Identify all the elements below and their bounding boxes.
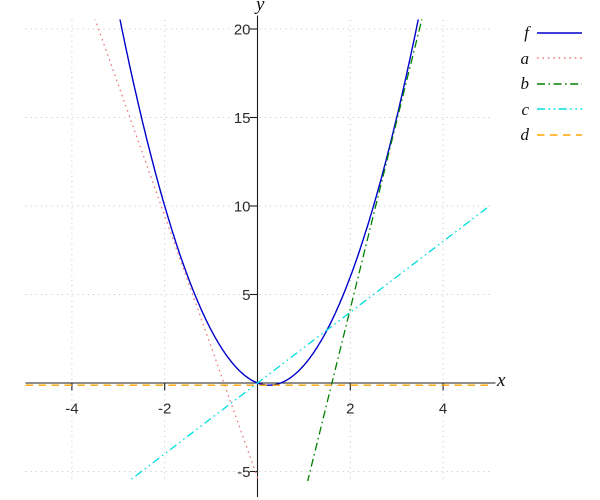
y-tick-label-20: 20 — [234, 22, 251, 39]
series-curve-c — [127, 205, 490, 481]
x-axis-label: x — [497, 370, 506, 391]
x-tick-label-4: 4 — [439, 401, 447, 418]
legend-label-b: b — [520, 74, 530, 94]
legend-line-sample-d — [537, 134, 582, 136]
legend-label-d: d — [520, 125, 530, 145]
legend-label-a: a — [520, 48, 530, 68]
y-tick-label-5: 5 — [242, 287, 250, 304]
legend-line-sample-f — [537, 32, 582, 34]
legend-line-sample-b — [537, 83, 582, 85]
y-tick-label-15: 15 — [234, 110, 251, 127]
series-curve-b — [307, 19, 423, 481]
legend-label-c: c — [521, 99, 529, 119]
y-axis-label: y — [256, 0, 265, 15]
series-curve-f — [119, 19, 419, 386]
legend-item-a: a — [509, 46, 583, 72]
legend-item-c: c — [509, 97, 583, 123]
y-tick-label--5: -5 — [237, 464, 250, 481]
legend-line-sample-a — [537, 57, 582, 59]
series-curve-a — [94, 19, 260, 481]
x-tick-label-2: 2 — [346, 401, 354, 418]
legend-line-sample-c — [537, 108, 582, 110]
x-tick-label--4: -4 — [65, 401, 78, 418]
x-tick-label--2: -2 — [158, 401, 171, 418]
legend-label-f: f — [524, 23, 529, 43]
legend-item-f: f — [509, 20, 583, 46]
legend-item-d: d — [509, 122, 583, 148]
legend-item-b: b — [509, 71, 583, 97]
y-tick-label-10: 10 — [234, 199, 251, 216]
